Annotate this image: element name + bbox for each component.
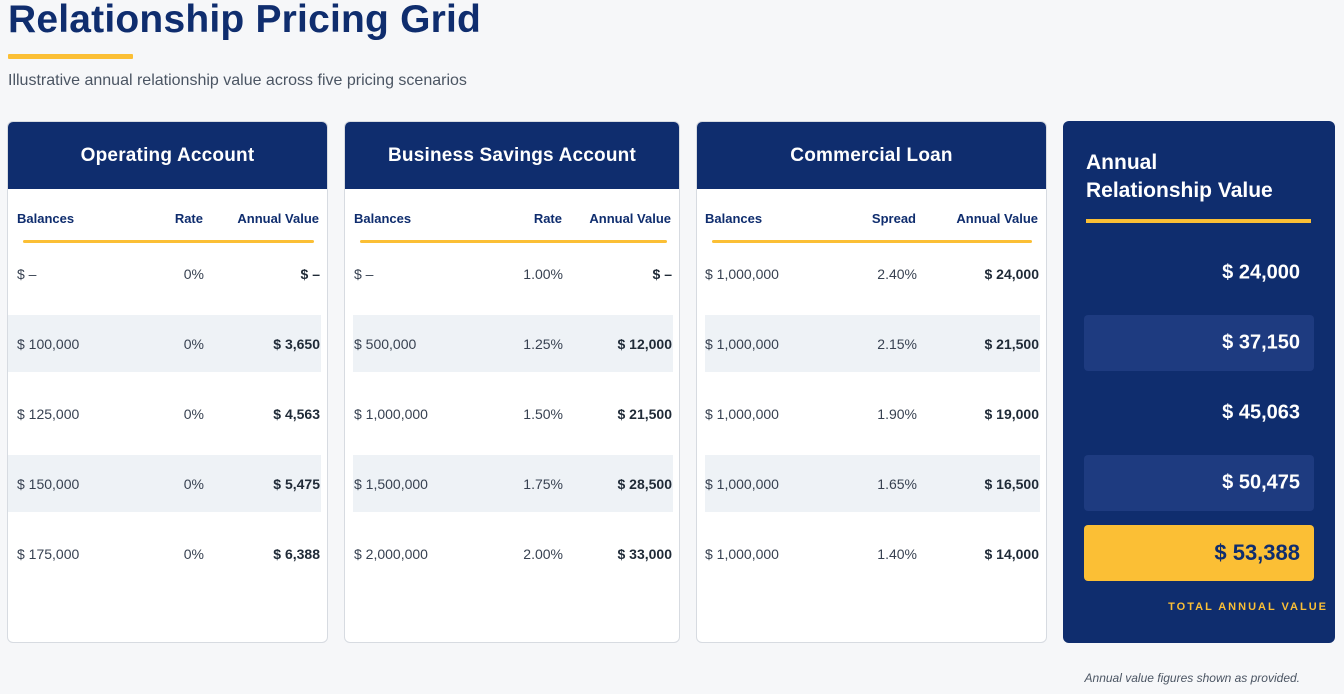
annual-value-cell: $ 24,000 — [984, 265, 1040, 282]
rate-cell: 0% — [183, 265, 204, 282]
annual-value-cell: $ 3,650 — [273, 335, 320, 352]
summary-title-line-2: Relationship Value — [1086, 179, 1273, 202]
column-header-annual-value: Annual Value — [956, 211, 1038, 226]
balance-cell: $ – — [17, 265, 37, 282]
column-header-spread: Spread — [871, 211, 916, 226]
annual-value-cell: $ – — [300, 265, 320, 282]
header-underline — [360, 240, 667, 243]
annual-value-cell: $ 28,500 — [617, 475, 673, 492]
balance-cell: $ 1,000,000 — [705, 405, 779, 422]
balance-cell: $ 1,000,000 — [705, 265, 779, 282]
rate-cell: 2.00% — [523, 545, 563, 562]
summary-value: $ 37,150 — [1222, 331, 1300, 354]
balance-cell: $ 150,000 — [17, 475, 80, 492]
page-title: Relationship Pricing Grid — [8, 0, 482, 41]
balance-cell: $ 100,000 — [17, 335, 80, 352]
column-header-balances: Balances — [705, 211, 763, 226]
rate-cell: 0% — [183, 545, 204, 562]
card-title: Commercial Loan — [697, 122, 1046, 189]
operating-account-card: Operating Account Balances Rate Annual V… — [7, 121, 328, 643]
column-header-annual-value: Annual Value — [237, 211, 319, 226]
annual-value-cell: $ 21,500 — [617, 405, 673, 422]
spread-cell: 1.40% — [877, 545, 917, 562]
table-row: $ 1,000,000 1.90% $ 19,000 — [705, 385, 1040, 442]
table-row: $ 2,000,000 2.00% $ 33,000 — [345, 525, 673, 582]
table-row: $ 1,500,000 1.75% $ 28,500 — [353, 455, 673, 512]
annual-value-cell: $ 33,000 — [617, 545, 673, 562]
summary-title: Annual Relationship Value — [1086, 149, 1273, 205]
commercial-loan-card: Commercial Loan Balances Spread Annual V… — [696, 121, 1047, 643]
annual-value-cell: $ 21,500 — [984, 335, 1040, 352]
table-row: $ – 1.00% $ – — [345, 245, 673, 302]
column-header-annual-value: Annual Value — [589, 211, 671, 226]
column-header-rate: Rate — [174, 211, 203, 226]
balance-cell: $ 1,000,000 — [705, 335, 779, 352]
table-row: $ 1,000,000 1.40% $ 14,000 — [705, 525, 1040, 582]
spread-cell: 2.15% — [877, 335, 917, 352]
balance-cell: $ 125,000 — [17, 405, 80, 422]
summary-value-row: $ 24,000 — [1084, 245, 1314, 301]
header-underline — [23, 240, 314, 243]
rate-cell: 0% — [183, 475, 204, 492]
annual-value-cell: $ 5,475 — [273, 475, 320, 492]
column-header-rate: Rate — [533, 211, 562, 226]
balance-cell: $ 1,000,000 — [705, 475, 779, 492]
summary-value: $ 45,063 — [1222, 401, 1300, 424]
summary-value: $ 50,475 — [1222, 471, 1300, 494]
table-row: $ 100,000 0% $ 3,650 — [8, 315, 321, 372]
title-underline — [8, 54, 133, 59]
table-row: $ 1,000,000 2.15% $ 21,500 — [705, 315, 1040, 372]
table-row: $ 500,000 1.25% $ 12,000 — [353, 315, 673, 372]
annual-value-cell: $ 19,000 — [984, 405, 1040, 422]
total-annual-value-label: TOTAL ANNUAL VALUE — [1168, 601, 1328, 613]
spread-cell: 2.40% — [877, 265, 917, 282]
rate-cell: 0% — [183, 405, 204, 422]
balance-cell: $ – — [354, 265, 374, 282]
summary-underline — [1086, 219, 1311, 223]
balance-cell: $ 175,000 — [17, 545, 80, 562]
annual-value-cell: $ 16,500 — [984, 475, 1040, 492]
table-row: $ – 0% $ – — [8, 245, 321, 302]
table-row: $ 1,000,000 1.65% $ 16,500 — [705, 455, 1040, 512]
page-subtitle: Illustrative annual relationship value a… — [8, 72, 467, 89]
column-header-balances: Balances — [17, 211, 75, 226]
table-row: $ 1,000,000 2.40% $ 24,000 — [705, 245, 1040, 302]
rate-cell: 1.25% — [523, 335, 563, 352]
table-row: $ 150,000 0% $ 5,475 — [8, 455, 321, 512]
summary-title-line-1: Annual — [1086, 151, 1158, 174]
rate-cell: 1.00% — [523, 265, 563, 282]
business-savings-account-card: Business Savings Account Balances Rate A… — [344, 121, 680, 643]
balance-cell: $ 500,000 — [354, 335, 417, 352]
annual-value-cell: $ – — [652, 265, 672, 282]
balance-cell: $ 1,500,000 — [354, 475, 428, 492]
balance-cell: $ 2,000,000 — [354, 545, 428, 562]
balance-cell: $ 1,000,000 — [354, 405, 428, 422]
footnote: Annual value figures shown as provided. — [1084, 671, 1300, 685]
table-row: $ 125,000 0% $ 4,563 — [8, 385, 321, 442]
card-title: Operating Account — [8, 122, 327, 189]
header-underline — [712, 240, 1032, 243]
annual-value-cell: $ 14,000 — [984, 545, 1040, 562]
spread-cell: 1.65% — [877, 475, 917, 492]
summary-value-row: $ 37,150 — [1084, 315, 1314, 371]
rate-cell: 1.75% — [523, 475, 563, 492]
balance-cell: $ 1,000,000 — [705, 545, 779, 562]
card-title: Business Savings Account — [345, 122, 679, 189]
annual-relationship-value-panel: Annual Relationship Value $ 24,000 $ 37,… — [1063, 121, 1335, 643]
total-value: $ 53,388 — [1214, 540, 1300, 565]
summary-value-row: $ 50,475 — [1084, 455, 1314, 511]
rate-cell: 0% — [183, 335, 204, 352]
summary-value: $ 24,000 — [1222, 261, 1300, 284]
annual-value-cell: $ 6,388 — [273, 545, 320, 562]
annual-value-cell: $ 12,000 — [617, 335, 673, 352]
column-header-balances: Balances — [354, 211, 412, 226]
annual-value-cell: $ 4,563 — [273, 405, 320, 422]
table-row: $ 175,000 0% $ 6,388 — [8, 525, 321, 582]
total-value-row: $ 53,388 — [1084, 525, 1314, 581]
table-row: $ 1,000,000 1.50% $ 21,500 — [345, 385, 673, 442]
spread-cell: 1.90% — [877, 405, 917, 422]
rate-cell: 1.50% — [523, 405, 563, 422]
summary-value-row: $ 45,063 — [1084, 385, 1314, 441]
